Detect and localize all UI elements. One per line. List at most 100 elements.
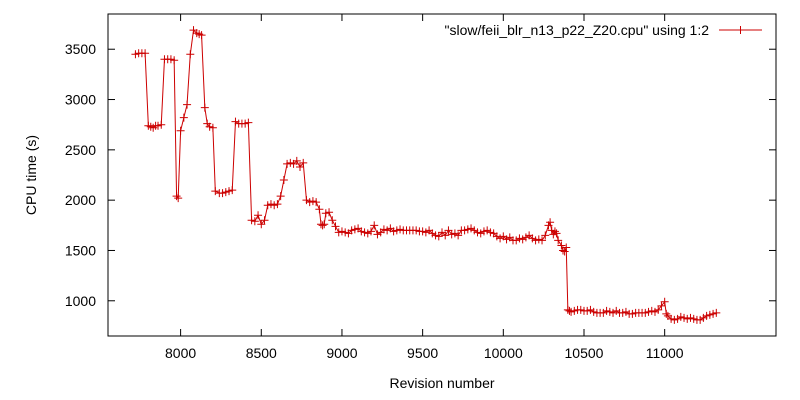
data-point-marker: [460, 226, 469, 235]
data-point-marker: [702, 311, 711, 320]
data-point-marker: [273, 200, 282, 209]
data-point-marker: [647, 306, 656, 315]
data-point-marker: [547, 226, 556, 235]
data-point-marker: [318, 221, 327, 230]
data-point-marker: [412, 226, 421, 235]
data-point-marker: [154, 121, 163, 130]
data-point-marker: [660, 297, 669, 306]
data-point-marker: [321, 209, 330, 218]
x-tick-label: 11000: [646, 345, 684, 361]
data-point-marker: [208, 123, 217, 132]
data-point-marker: [621, 307, 630, 316]
data-point-marker: [699, 313, 708, 322]
data-point-marker: [641, 308, 650, 317]
data-point-marker: [260, 216, 269, 225]
data-point-marker: [341, 228, 350, 237]
data-point-marker: [347, 226, 356, 235]
data-point-marker: [308, 197, 317, 206]
data-point-marker: [325, 208, 334, 217]
data-point-marker: [197, 31, 206, 40]
data-point-marker: [286, 158, 295, 167]
data-point-marker: [650, 307, 659, 316]
y-axis-title: CPU time (s): [23, 135, 39, 215]
data-point-marker: [241, 119, 250, 128]
data-point-marker: [512, 236, 521, 245]
data-point-marker: [200, 103, 209, 112]
data-point-marker: [662, 309, 671, 318]
data-point-marker: [383, 226, 392, 235]
data-point-marker: [562, 243, 571, 252]
data-point-marker: [583, 306, 592, 315]
x-tick-label: 8000: [165, 345, 196, 361]
data-point-marker: [602, 306, 611, 315]
data-point-marker: [328, 216, 337, 225]
data-point-marker: [418, 227, 427, 236]
x-axis-title: Revision number: [389, 375, 494, 391]
data-point-marker: [486, 228, 495, 237]
data-point-marker: [174, 194, 183, 203]
data-point-marker: [228, 186, 237, 195]
x-axis-ticks: 8000 8500 9000 9500 10000 10500 11000: [165, 14, 684, 361]
data-point-marker: [205, 122, 214, 131]
y-axis-ticks: 1000 1500 2000 2500 3000 3500: [65, 41, 776, 309]
data-point-marker: [172, 192, 181, 201]
data-point-marker: [367, 227, 376, 236]
data-point-marker: [447, 230, 456, 239]
plot-frame: [107, 13, 777, 337]
data-point-marker: [560, 247, 569, 256]
data-point-marker: [654, 305, 663, 314]
data-point-marker: [570, 306, 579, 315]
data-point-marker: [470, 226, 479, 235]
data-point-marker: [521, 233, 530, 242]
data-point-marker: [157, 120, 166, 129]
data-point-marker: [576, 305, 585, 314]
y-tick-label: 3000: [65, 92, 96, 108]
data-point-marker: [218, 189, 227, 198]
data-point-marker: [250, 217, 259, 226]
data-point-marker: [370, 221, 379, 230]
data-point-marker: [712, 308, 721, 317]
data-point-marker: [131, 50, 140, 59]
data-point-marker: [599, 308, 608, 317]
y-tick-label: 1500: [65, 242, 96, 258]
data-point-marker: [389, 227, 398, 236]
data-point-marker: [292, 156, 301, 165]
data-point-marker: [434, 232, 443, 241]
data-point-marker: [628, 309, 637, 318]
data-point-marker: [567, 307, 576, 316]
data-point-marker: [589, 307, 598, 316]
data-point-marker: [279, 176, 288, 185]
data-point-marker: [546, 218, 555, 227]
data-point-marker: [534, 235, 543, 244]
data-point-marker: [483, 226, 492, 235]
data-point-marker: [247, 216, 256, 225]
x-tick-label: 9500: [407, 345, 438, 361]
x-tick-label: 9000: [326, 345, 357, 361]
data-point-marker: [479, 227, 488, 236]
data-point-marker: [312, 198, 321, 207]
data-point-marker: [557, 241, 566, 250]
data-point-marker: [657, 301, 666, 310]
series-group: [131, 26, 721, 324]
y-tick-label: 3500: [65, 41, 96, 57]
data-point-marker: [518, 235, 527, 244]
data-point-marker: [528, 234, 537, 243]
data-point-marker: [396, 225, 405, 234]
data-point-marker: [676, 312, 685, 321]
data-point-marker: [612, 306, 621, 315]
data-point-marker: [221, 188, 230, 197]
legend-marker: [736, 26, 745, 34]
data-point-marker: [450, 229, 459, 238]
data-point-marker: [476, 229, 485, 238]
data-point-marker: [183, 100, 192, 109]
y-tick-label: 2000: [65, 192, 96, 208]
data-point-marker: [554, 236, 563, 245]
data-point-marker: [302, 196, 311, 205]
data-point-marker: [473, 228, 482, 237]
data-point-marker: [670, 315, 679, 324]
data-point-marker: [379, 225, 388, 234]
data-point-marker: [709, 309, 718, 318]
data-point-marker: [550, 227, 559, 236]
data-point-marker: [563, 305, 572, 314]
